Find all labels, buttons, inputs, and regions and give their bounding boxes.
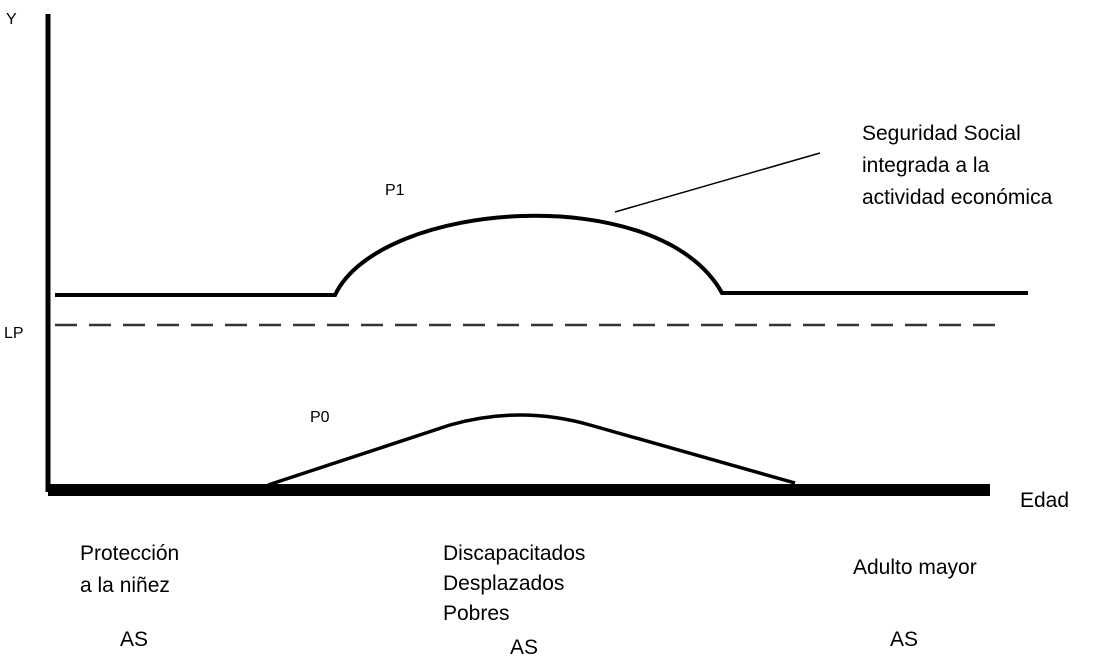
x-axis-label: Edad (1020, 489, 1069, 512)
p0-label: P0 (310, 409, 330, 426)
group-label: Desplazados (443, 572, 564, 595)
annotation: actividad económica (862, 186, 1053, 209)
poverty-line-label: LP (4, 325, 24, 342)
p0-curve (267, 413, 796, 487)
program-label: AS (120, 628, 148, 651)
group-label: Adulto mayor (853, 556, 977, 579)
group-label: Protección (80, 542, 179, 565)
group-label: a la niñez (80, 574, 170, 597)
program-label: AS (890, 628, 918, 651)
p1-label: P1 (385, 182, 405, 199)
leader-line (614, 152, 821, 213)
program-label: AS (510, 636, 538, 656)
annotation: Seguridad Social (862, 122, 1021, 145)
y-axis-label: Y (6, 11, 17, 28)
group-label: Pobres (443, 602, 510, 625)
annotation: integrada a la (862, 154, 990, 177)
group-label: Discapacitados (443, 542, 585, 565)
p1-curve (55, 213, 1028, 297)
